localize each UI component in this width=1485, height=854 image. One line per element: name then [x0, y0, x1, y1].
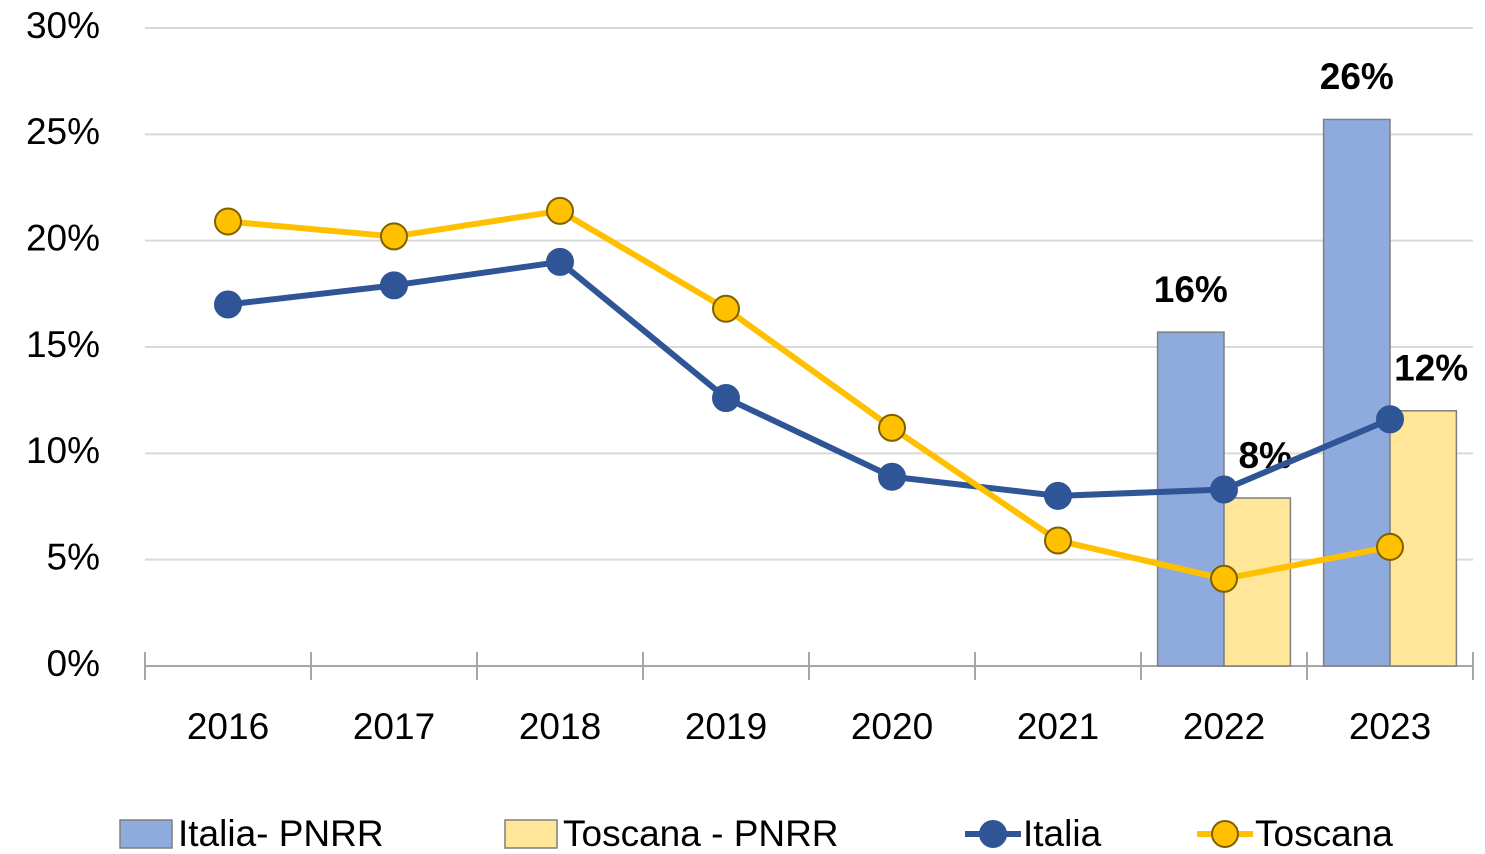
legend-label: Toscana [1255, 813, 1393, 854]
legend-marker [979, 820, 1007, 848]
line-marker [1376, 532, 1404, 561]
line-marker [1044, 481, 1072, 510]
line [227, 258, 1392, 499]
line-marker [214, 207, 242, 236]
legend-label: Italia- PNRR [178, 813, 384, 854]
y-tick-label: 20% [26, 217, 100, 258]
line-marker [546, 196, 574, 225]
legend-label: Toscana - PNRR [563, 813, 839, 854]
legend-swatch [119, 819, 173, 849]
y-tick-label: 15% [26, 324, 100, 365]
y-tick-label: 5% [47, 536, 100, 577]
x-tick-label: 2017 [353, 706, 435, 747]
line-marker [1044, 526, 1072, 555]
data-label: 12% [1394, 348, 1468, 389]
legend-swatch [504, 819, 558, 849]
legend-marker [1211, 820, 1239, 848]
x-tick-label: 2016 [187, 706, 269, 747]
line-marker [380, 222, 408, 251]
x-tick-label: 2019 [685, 706, 767, 747]
bar [1322, 118, 1391, 667]
data-label: 26% [1320, 56, 1394, 97]
line-marker [1210, 475, 1238, 504]
line-marker [878, 462, 906, 491]
y-tick-label: 0% [47, 643, 100, 684]
x-tick-label: 2022 [1183, 706, 1265, 747]
line-marker [712, 384, 740, 413]
line-marker [214, 290, 242, 319]
x-tick-label: 2023 [1349, 706, 1431, 747]
bar [1156, 331, 1225, 667]
x-tick-label: 2020 [851, 706, 933, 747]
line-marker [380, 271, 408, 300]
data-label: 16% [1154, 269, 1228, 310]
y-tick-label: 30% [26, 5, 100, 46]
line [227, 207, 1391, 582]
y-tick-label: 10% [26, 430, 100, 471]
line-marker [546, 247, 574, 276]
legend-label: Italia [1023, 813, 1102, 854]
y-tick-label: 25% [26, 111, 100, 152]
line-marker [878, 413, 906, 442]
line-marker [1210, 564, 1238, 593]
line-marker [712, 294, 740, 323]
x-tick-label: 2021 [1017, 706, 1099, 747]
x-tick-label: 2018 [519, 706, 601, 747]
line-marker [1376, 405, 1404, 434]
